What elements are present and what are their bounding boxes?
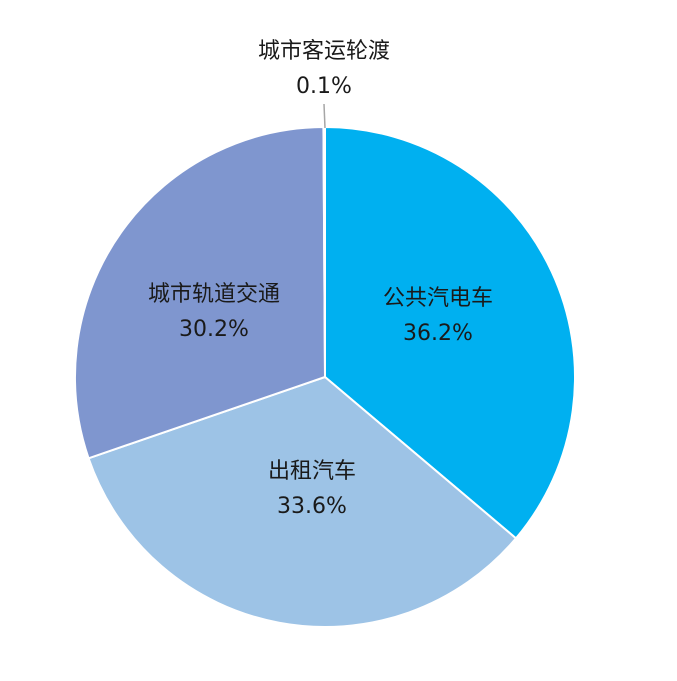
pie-slices	[74, 125, 576, 628]
slice-label-taxi: 出租汽车	[268, 459, 356, 484]
slice-value-rail: 30.2%	[179, 317, 249, 342]
slice-label-bus: 公共汽电车	[383, 286, 493, 311]
pie-slice-taxi	[87, 375, 518, 628]
slice-label-ferry: 城市客运轮渡	[258, 39, 390, 64]
slice-value-ferry: 0.1%	[296, 74, 352, 99]
slice-value-bus: 36.2%	[403, 321, 473, 346]
slice-value-taxi: 33.6%	[277, 494, 347, 519]
pie-slice-rail	[74, 125, 327, 460]
pie-slice-bus	[324, 125, 576, 540]
leader-line	[323, 103, 326, 129]
slice-label-rail: 城市轨道交通	[148, 282, 280, 307]
